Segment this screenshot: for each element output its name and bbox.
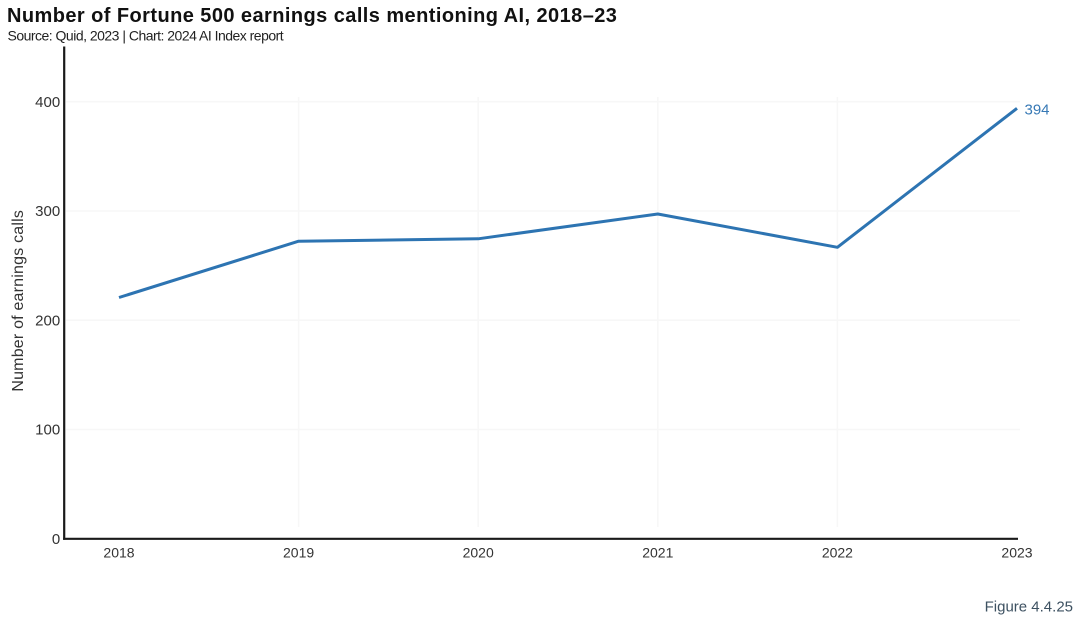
svg-text:Number of earnings calls: Number of earnings calls: [10, 210, 27, 392]
svg-text:200: 200: [35, 312, 60, 329]
svg-text:Source: Quid, 2023 | Chart: 20: Source: Quid, 2023 | Chart: 2024 AI Inde…: [8, 27, 284, 43]
svg-text:2023: 2023: [1001, 545, 1032, 561]
svg-text:394: 394: [1025, 101, 1050, 118]
svg-text:300: 300: [35, 203, 60, 220]
svg-text:2021: 2021: [642, 545, 673, 561]
svg-text:Number of Fortune 500 earnings: Number of Fortune 500 earnings calls men…: [7, 5, 617, 27]
svg-text:0: 0: [52, 531, 60, 548]
svg-text:400: 400: [35, 94, 60, 111]
svg-text:100: 100: [35, 422, 60, 439]
svg-text:2019: 2019: [283, 545, 314, 561]
svg-text:2020: 2020: [463, 545, 494, 561]
svg-text:2022: 2022: [822, 545, 853, 561]
svg-text:2018: 2018: [103, 545, 134, 561]
svg-text:Figure 4.4.25: Figure 4.4.25: [985, 598, 1073, 615]
